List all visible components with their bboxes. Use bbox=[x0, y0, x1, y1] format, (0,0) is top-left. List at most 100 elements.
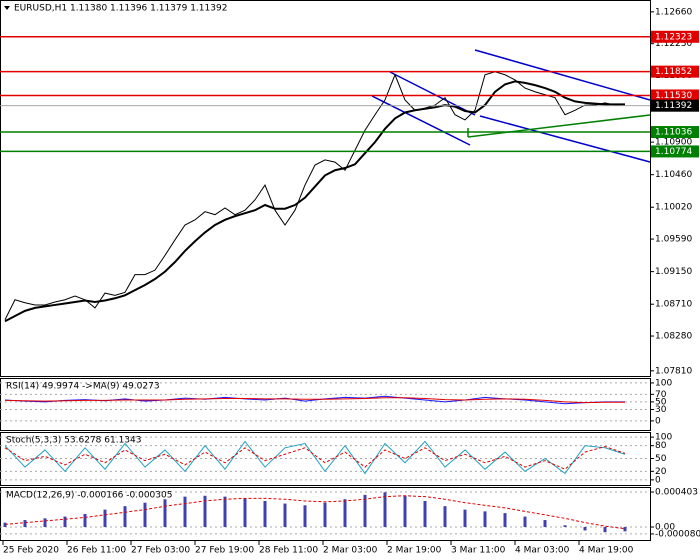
x-tick-label: 4 Mar 03:00 bbox=[515, 546, 570, 556]
level-label: 1.12323 bbox=[655, 32, 692, 42]
histogram-bar bbox=[43, 518, 47, 527]
histogram-bar bbox=[3, 522, 7, 527]
histogram-bar bbox=[263, 500, 267, 527]
y-tick-label: 0 bbox=[655, 475, 661, 485]
level-tag bbox=[651, 126, 699, 139]
x-tick-label: 27 Feb 03:00 bbox=[131, 546, 190, 556]
trend-line bbox=[474, 49, 651, 101]
y-tick-label: 20 bbox=[655, 467, 667, 477]
histogram-bar bbox=[83, 513, 87, 527]
level-label: 1.11036 bbox=[655, 128, 692, 138]
histogram-bar bbox=[543, 520, 547, 527]
y-tick-label: 30 bbox=[655, 405, 667, 415]
x-tick-label: 25 Feb 2020 bbox=[3, 546, 59, 556]
y-tick-label: 80 bbox=[655, 441, 667, 451]
histogram-bar bbox=[603, 526, 607, 533]
level-label: 1.11392 bbox=[655, 101, 692, 111]
histogram-bar bbox=[523, 516, 527, 527]
histogram-bar bbox=[363, 494, 367, 527]
histogram-bar bbox=[283, 503, 287, 527]
y-tick-label: 50 bbox=[655, 454, 667, 464]
histogram-bar bbox=[623, 526, 627, 532]
y-tick-label: 1.07810 bbox=[655, 366, 692, 376]
level-tag bbox=[651, 65, 699, 78]
histogram-bar bbox=[503, 513, 507, 527]
rsi-panel-frame bbox=[0, 378, 651, 431]
title-arrow bbox=[4, 6, 10, 10]
level-tag bbox=[651, 89, 699, 102]
y-tick-label: 100 bbox=[655, 433, 672, 443]
level-tag bbox=[651, 145, 699, 158]
histogram-bar bbox=[303, 505, 307, 527]
series-line bbox=[4, 397, 625, 404]
histogram-bar bbox=[443, 506, 447, 527]
histogram-bar bbox=[423, 500, 427, 527]
series-line bbox=[4, 80, 625, 323]
level-tag bbox=[651, 30, 699, 43]
y-tick-label: 70 bbox=[655, 390, 667, 400]
panel-title: EURUSD,H1 1.11380 1.11396 1.11379 1.1139… bbox=[14, 4, 227, 14]
macd-panel-frame bbox=[0, 487, 651, 541]
histogram-bar bbox=[163, 499, 167, 527]
y-tick-label: 1.08710 bbox=[655, 300, 692, 310]
histogram-bar bbox=[483, 511, 487, 527]
histogram-bar bbox=[343, 499, 347, 527]
histogram-bar bbox=[63, 516, 67, 527]
panel-title: MACD(12,26,9) -0.000166 -0.000305 bbox=[6, 491, 172, 501]
series-line bbox=[4, 446, 626, 470]
x-tick-label: 3 Mar 11:00 bbox=[451, 546, 506, 556]
x-tick-label: 4 Mar 19:00 bbox=[579, 546, 634, 556]
y-tick-label: 1.08280 bbox=[655, 332, 692, 342]
histogram-bar bbox=[183, 496, 187, 527]
trend-line bbox=[479, 115, 651, 163]
trend-line bbox=[389, 71, 476, 116]
y-tick-label: -0.000080 bbox=[655, 529, 700, 539]
histogram-bar bbox=[583, 526, 587, 531]
trend-channels bbox=[371, 49, 651, 163]
histogram-bar bbox=[143, 502, 147, 527]
y-tick-label: 1.09590 bbox=[655, 235, 692, 245]
series-line bbox=[4, 495, 626, 530]
data-layer: 1.126601.122301.118001.113701.109001.104… bbox=[0, 4, 700, 556]
histogram-bar bbox=[323, 502, 327, 527]
y-tick-label: 0 bbox=[655, 416, 661, 426]
series-line bbox=[4, 71, 626, 320]
x-tick-label: 2 Mar 19:00 bbox=[387, 546, 442, 556]
histogram-bar bbox=[223, 496, 227, 527]
histogram-bar bbox=[203, 495, 207, 527]
x-tick-label: 28 Feb 11:00 bbox=[259, 546, 318, 556]
level-tag bbox=[651, 99, 699, 112]
y-tick-label: 1.10020 bbox=[655, 203, 692, 213]
level-label: 1.11852 bbox=[655, 67, 692, 77]
y-tick-label: 1.12230 bbox=[655, 39, 692, 49]
level-label: 1.10774 bbox=[655, 147, 692, 157]
histogram-bar bbox=[103, 509, 107, 527]
y-tick-label: 1.10900 bbox=[655, 138, 692, 148]
histogram-bar bbox=[23, 520, 27, 527]
x-tick-label: 27 Feb 19:00 bbox=[195, 546, 254, 556]
histogram-bar bbox=[243, 498, 247, 527]
y-tick-label: 0.000403 bbox=[655, 488, 698, 498]
x-tick-label: 26 Feb 11:00 bbox=[67, 546, 126, 556]
y-tick-label: 1.12660 bbox=[655, 7, 692, 17]
level-label: 1.11530 bbox=[655, 91, 692, 101]
y-tick-label: 50 bbox=[655, 397, 667, 407]
trend-line bbox=[371, 95, 471, 146]
y-tick-label: 1.10460 bbox=[655, 170, 692, 180]
y-tick-label: 0.00 bbox=[655, 522, 675, 532]
main-panel-frame bbox=[0, 0, 651, 377]
trend-line bbox=[467, 114, 651, 138]
panel-title: RSI(14) 49.9974 ->MA(9) 49.0273 bbox=[6, 382, 160, 392]
histogram-bar bbox=[403, 495, 407, 527]
panel-title: Stoch(5,3,3) 53.6278 61.1343 bbox=[6, 436, 141, 446]
histogram-bar bbox=[123, 506, 127, 527]
histogram-bar bbox=[463, 509, 467, 527]
series-line bbox=[4, 440, 626, 475]
y-tick-label: 1.09150 bbox=[655, 267, 692, 277]
y-tick-label: 100 bbox=[655, 378, 672, 388]
x-tick-label: 2 Mar 03:00 bbox=[323, 546, 378, 556]
histogram-bar bbox=[383, 492, 387, 527]
